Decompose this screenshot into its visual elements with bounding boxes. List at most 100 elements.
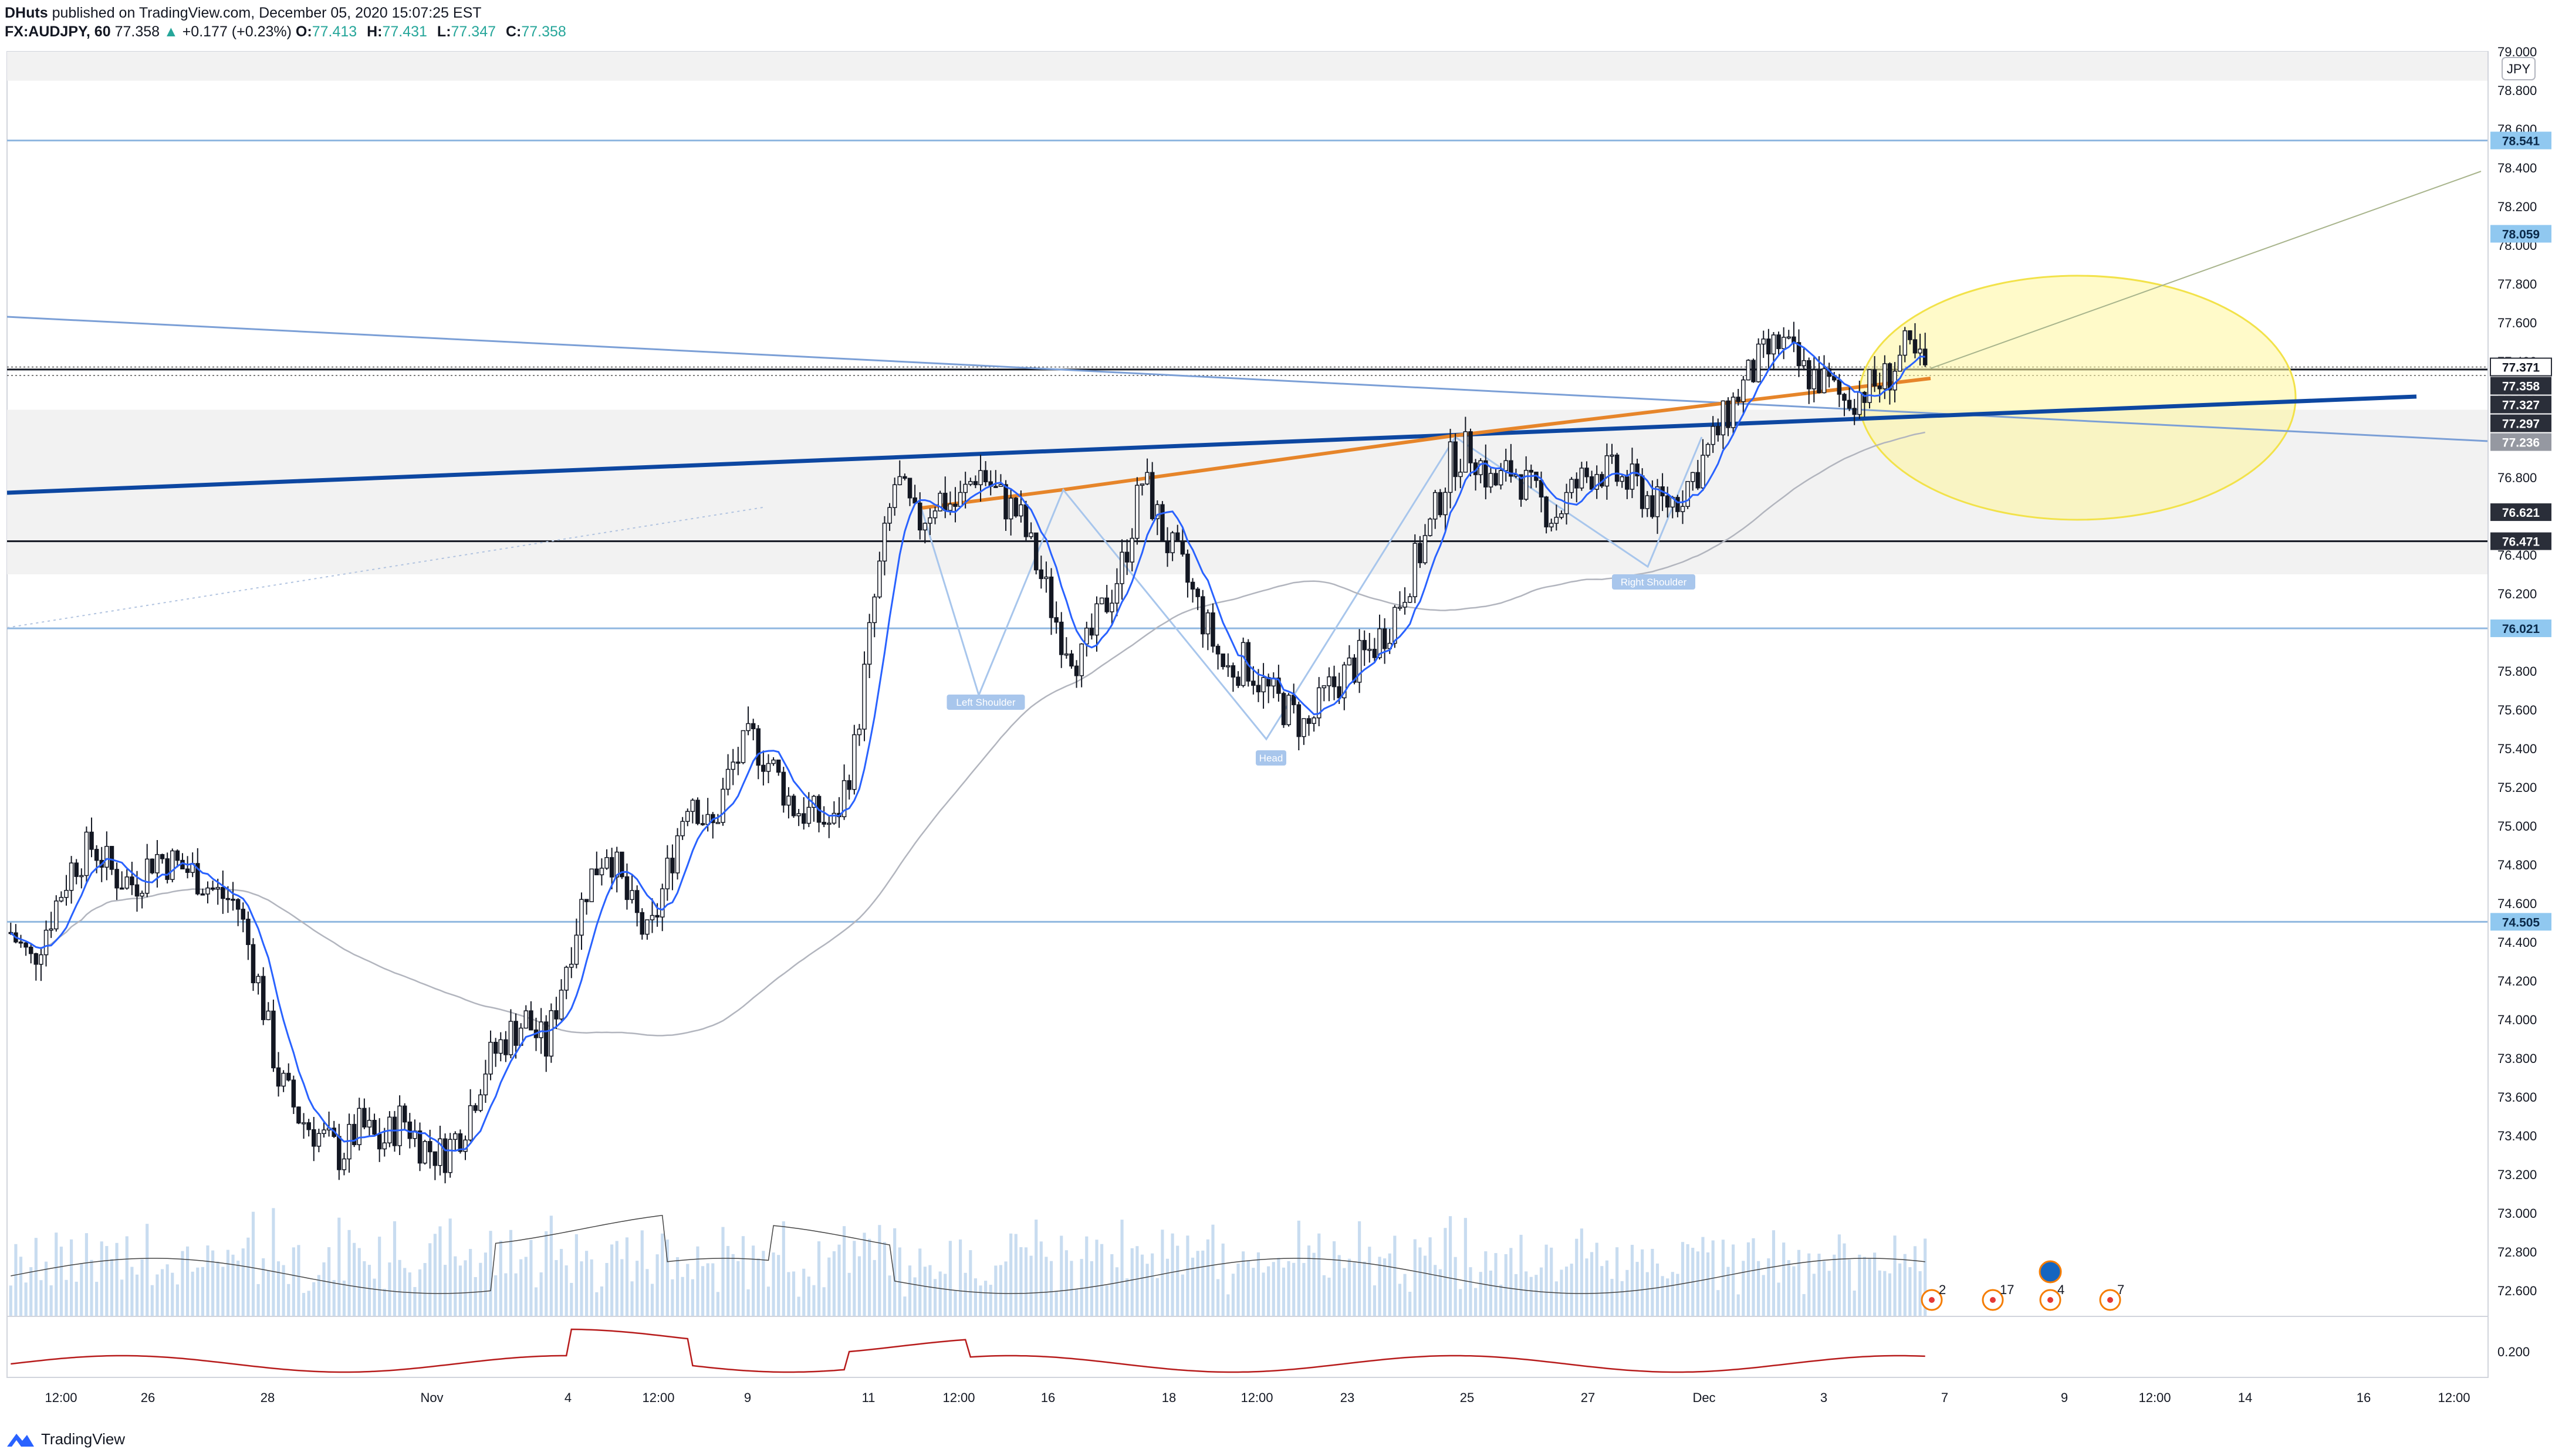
symbol-label[interactable]: FX:AUDJPY, 60	[5, 23, 111, 40]
volume-bar	[1535, 1275, 1538, 1316]
candle-body	[852, 734, 857, 790]
horizontal-levels[interactable]	[7, 139, 2488, 923]
candle-body	[862, 663, 867, 730]
candle-body	[397, 1105, 402, 1146]
volume-bar	[353, 1242, 356, 1316]
candle-body	[968, 481, 973, 485]
candle-body	[1685, 481, 1690, 507]
volume-bar	[1383, 1258, 1387, 1316]
volume-bar	[1762, 1275, 1765, 1316]
volume-bar	[1777, 1282, 1780, 1316]
candle-body	[1781, 337, 1786, 350]
time-axis[interactable]: 12:00 26 28 Nov 4 12:00 9 11 12:00 16 18 12:00 23 25 2…	[7, 1377, 2488, 1405]
volume-bar	[1060, 1235, 1063, 1316]
tradingview-logo-icon[interactable]	[6, 1429, 35, 1449]
candle-body	[1089, 627, 1094, 636]
candle-body	[1205, 612, 1211, 635]
candle-body	[640, 912, 645, 935]
indicator-pane[interactable]: 0.200	[7, 1316, 2530, 1373]
candle-body	[1640, 475, 1645, 509]
candle-body	[1276, 678, 1281, 694]
footer-brand[interactable]: TradingView	[41, 1430, 126, 1448]
volume-bar	[1575, 1238, 1579, 1316]
volume-bar	[1463, 1218, 1467, 1316]
candle-body	[1701, 455, 1705, 489]
volume-bar	[1454, 1257, 1457, 1316]
candles[interactable]	[8, 321, 1928, 1184]
candle-body	[1806, 360, 1811, 390]
volume-bar	[1600, 1266, 1604, 1316]
economic-events[interactable]: 2 17 4 7	[1921, 1260, 2124, 1311]
ema-line	[10, 341, 1925, 1152]
pattern-label-bg	[1256, 750, 1286, 766]
volume-bar	[1651, 1248, 1654, 1316]
candle-body	[1887, 363, 1892, 391]
candle-body	[1523, 470, 1529, 500]
candle-body	[1675, 497, 1680, 512]
candle-body	[650, 915, 655, 920]
author-name[interactable]: DHuts	[5, 5, 48, 21]
candle-body	[33, 953, 39, 965]
volume-bar	[44, 1261, 48, 1316]
candle-body	[367, 1120, 372, 1127]
volume-bar	[100, 1241, 103, 1316]
volume-bar	[1029, 1255, 1033, 1316]
candle-body	[1705, 443, 1711, 456]
candle-body	[1821, 368, 1827, 394]
candle-body	[1165, 540, 1170, 553]
candle-body	[483, 1074, 488, 1096]
volume-bar	[944, 1274, 947, 1316]
volume-bar	[549, 1215, 553, 1316]
candle-body	[54, 900, 59, 930]
time-tick-label: 11	[862, 1390, 876, 1405]
volume-bar	[792, 1271, 796, 1316]
volume-bar	[1742, 1261, 1745, 1316]
candle-body	[160, 854, 165, 859]
price-axis[interactable]: 79.00078.80078.60078.40078.20078.00077.8…	[2487, 45, 2537, 1377]
candle-body	[1306, 718, 1312, 724]
volume-bar	[908, 1265, 912, 1316]
volume-bar	[221, 1267, 225, 1316]
event-dot-icon	[2047, 1297, 2053, 1303]
candle-body	[251, 944, 256, 984]
candle-body	[1316, 687, 1321, 719]
currency-button[interactable]: JPY	[2502, 57, 2536, 80]
projection-line	[1930, 171, 2482, 369]
volume-bar	[1792, 1266, 1796, 1316]
volume-bar	[1858, 1254, 1861, 1316]
volume-bar	[332, 1280, 336, 1316]
volume-bar	[160, 1269, 164, 1316]
candle-body	[322, 1129, 326, 1135]
time-tick-label: Nov	[420, 1390, 443, 1405]
candle-body	[559, 990, 564, 1020]
volume-bar	[1226, 1294, 1230, 1316]
price-tick-label: 78.800	[2497, 83, 2537, 98]
candle-body	[685, 811, 690, 822]
candle-body	[1483, 460, 1488, 487]
candle-body	[564, 967, 569, 991]
candle-body	[1584, 468, 1589, 478]
time-tick-label: 9	[2061, 1390, 2068, 1405]
volume-bar	[1358, 1221, 1361, 1316]
pattern-label-bg	[947, 695, 1025, 710]
plot-area[interactable]	[6, 51, 2489, 1378]
svg-text:JPY: JPY	[2507, 62, 2531, 76]
candle-body	[453, 1133, 458, 1140]
volume-bar	[1009, 1233, 1013, 1316]
volume-moving-average	[11, 1214, 1925, 1294]
time-tick-label: 23	[1340, 1390, 1354, 1405]
candle-body	[1443, 492, 1448, 516]
candle-body	[1221, 653, 1225, 668]
candle-body	[1872, 369, 1877, 387]
volume-bar	[1246, 1260, 1250, 1316]
volume-bar	[514, 1273, 518, 1316]
highlight-ellipse[interactable]	[1858, 275, 2297, 521]
volume-bar	[1529, 1276, 1533, 1316]
volume-bar	[746, 1289, 750, 1316]
volume-bar	[393, 1221, 397, 1316]
volume-bar	[297, 1245, 300, 1316]
volume-bar	[620, 1259, 624, 1316]
candle-body	[1918, 348, 1922, 354]
candle-body	[1185, 553, 1190, 583]
